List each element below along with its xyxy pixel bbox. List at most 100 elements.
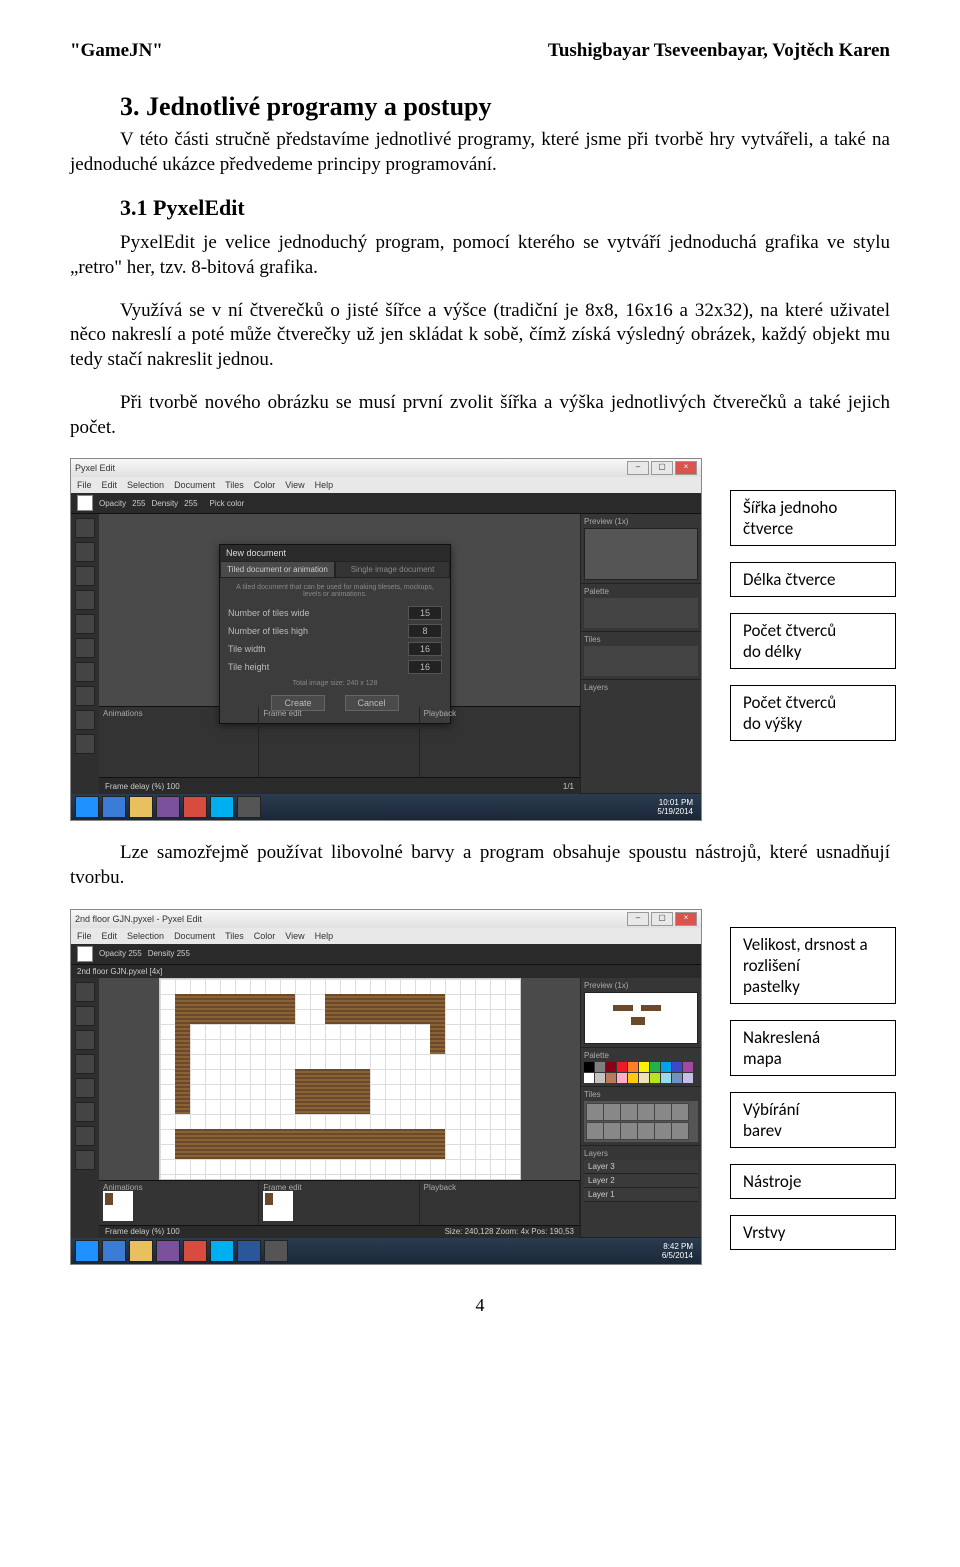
picker-tool-icon[interactable] [75,662,95,682]
menu-item-selection[interactable]: Selection [127,480,164,490]
palette-color[interactable] [639,1062,649,1072]
fill-tool-icon[interactable] [75,590,95,610]
minimize-button[interactable]: – [627,912,649,926]
palette-color[interactable] [584,1062,594,1072]
right-panels: Preview (1x) Palette Tiles [580,978,701,1238]
palette-color[interactable] [650,1062,660,1072]
dialog-tab-tiled[interactable]: Tiled document or animation [220,561,335,578]
explorer-icon[interactable] [129,796,153,818]
palette-color[interactable] [661,1073,671,1083]
palette-color[interactable] [628,1062,638,1072]
menu-item-tiles[interactable]: Tiles [225,931,244,941]
select-tool-icon[interactable] [75,614,95,634]
chrome-icon[interactable] [183,796,207,818]
layer-item[interactable]: Layer 3 [584,1160,698,1174]
palette-color[interactable] [628,1073,638,1083]
primary-color-swatch[interactable] [77,495,93,511]
skype-icon[interactable] [210,796,234,818]
maximize-button[interactable]: ▢ [651,912,673,926]
palette-color[interactable] [650,1073,660,1083]
word-icon[interactable] [237,1240,261,1262]
pyxeledit-icon[interactable] [264,1240,288,1262]
layer-item[interactable]: Layer 1 [584,1188,698,1202]
palette-color[interactable] [639,1073,649,1083]
palette-color[interactable] [595,1073,605,1083]
preview-box [584,528,698,580]
menu-item-document[interactable]: Document [174,480,215,490]
menu-item-view[interactable]: View [285,931,304,941]
callout-box: Výbírání barev [730,1092,896,1148]
skype-icon[interactable] [210,1240,234,1262]
palette-color[interactable] [683,1062,693,1072]
text-tool-icon[interactable] [75,734,95,754]
menu-item-help[interactable]: Help [315,480,334,490]
menu-item-document[interactable]: Document [174,931,215,941]
line-tool-icon[interactable] [75,566,95,586]
start-button-icon[interactable] [75,796,99,818]
palette-color[interactable] [683,1073,693,1083]
menu-item-color[interactable]: Color [254,931,276,941]
eraser-tool-icon[interactable] [75,1006,95,1026]
menu-item-file[interactable]: File [77,480,92,490]
palette-color[interactable] [584,1073,594,1083]
palette-color[interactable] [606,1073,616,1083]
animation-frame[interactable] [103,1191,133,1221]
layer-item[interactable]: Layer 2 [584,1174,698,1188]
viber-icon[interactable] [156,1240,180,1262]
menu-item-edit[interactable]: Edit [102,931,118,941]
palette-area [584,598,698,628]
palette-color[interactable] [672,1062,682,1072]
menu-item-color[interactable]: Color [254,480,276,490]
pick-color-button[interactable]: Pick color [210,499,245,508]
canvas[interactable] [159,978,521,1180]
palette-color[interactable] [672,1073,682,1083]
palette-color[interactable] [661,1062,671,1072]
menu-item-selection[interactable]: Selection [127,931,164,941]
zoom-tool-icon[interactable] [75,1150,95,1170]
ie-icon[interactable] [102,796,126,818]
dialog-row-value[interactable]: 16 [408,660,442,674]
palette-grid[interactable] [584,1062,698,1083]
clock-time: 8:42 PM [662,1242,693,1251]
palette-color[interactable] [617,1073,627,1083]
menu-item-tiles[interactable]: Tiles [225,480,244,490]
hand-tool-icon[interactable] [75,710,95,730]
main-canvas-area: Animations Frame edit Playback [99,978,580,1238]
pencil-tool-icon[interactable] [75,518,95,538]
explorer-icon[interactable] [129,1240,153,1262]
maximize-button[interactable]: ▢ [651,461,673,475]
dialog-row-value[interactable]: 8 [408,624,442,638]
dialog-row-value[interactable]: 15 [408,606,442,620]
menu-item-help[interactable]: Help [315,931,334,941]
palette-color[interactable] [595,1062,605,1072]
palette-color[interactable] [617,1062,627,1072]
viber-icon[interactable] [156,796,180,818]
line-tool-icon[interactable] [75,1030,95,1050]
tiles-grid[interactable] [584,1101,698,1142]
menu-item-file[interactable]: File [77,931,92,941]
ie-icon[interactable] [102,1240,126,1262]
start-button-icon[interactable] [75,1240,99,1262]
pyxeledit-icon[interactable] [237,796,261,818]
primary-color-swatch[interactable] [77,946,93,962]
zoom-tool-icon[interactable] [75,686,95,706]
move-tool-icon[interactable] [75,1102,95,1122]
picker-tool-icon[interactable] [75,1126,95,1146]
palette-color[interactable] [606,1062,616,1072]
chrome-icon[interactable] [183,1240,207,1262]
preview-panel-title: Preview (1x) [584,517,698,526]
close-button[interactable]: × [675,461,697,475]
pencil-tool-icon[interactable] [75,982,95,1002]
document-tab[interactable]: 2nd floor GJN.pyxel [4x] [71,965,701,978]
frame-thumb[interactable] [263,1191,293,1221]
select-tool-icon[interactable] [75,1078,95,1098]
move-tool-icon[interactable] [75,638,95,658]
menu-item-edit[interactable]: Edit [102,480,118,490]
minimize-button[interactable]: – [627,461,649,475]
dialog-tab-single[interactable]: Single image document [335,561,450,578]
close-button[interactable]: × [675,912,697,926]
menu-item-view[interactable]: View [285,480,304,490]
dialog-row-value[interactable]: 16 [408,642,442,656]
fill-tool-icon[interactable] [75,1054,95,1074]
eraser-tool-icon[interactable] [75,542,95,562]
